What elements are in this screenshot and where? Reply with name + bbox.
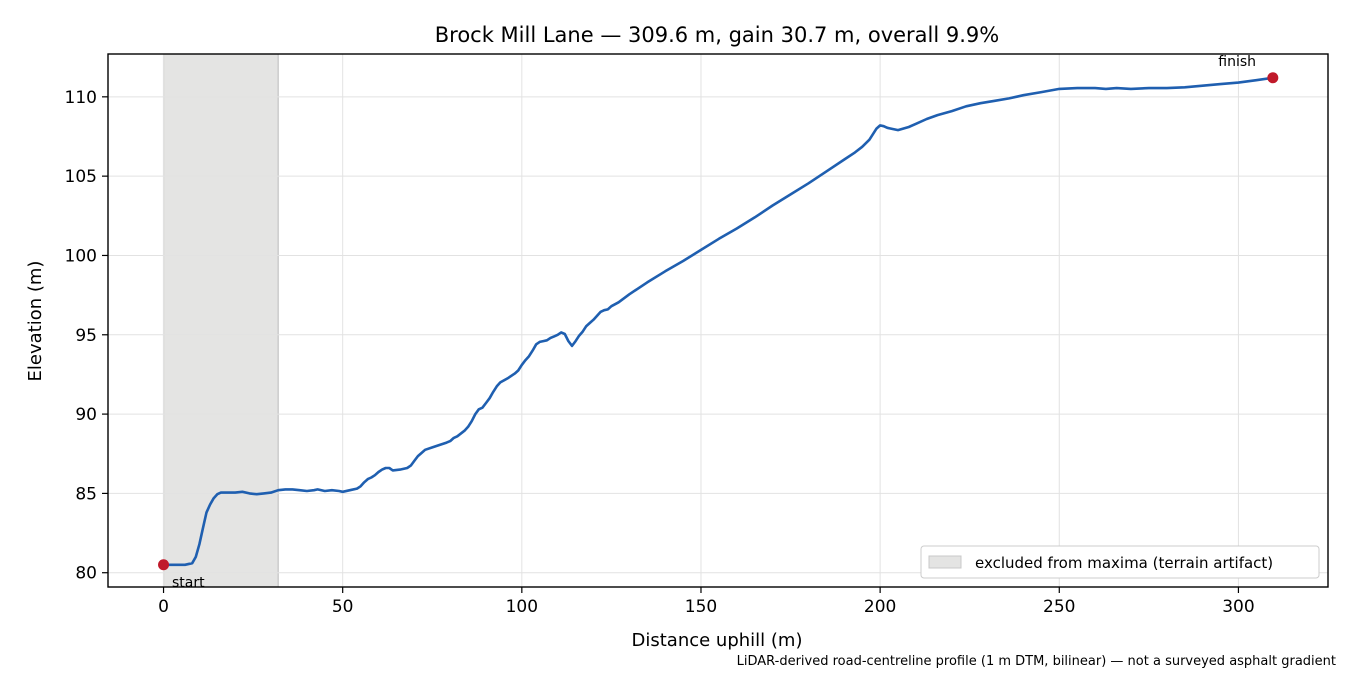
x-tick-label: 0 — [158, 597, 169, 617]
start-marker — [158, 559, 170, 571]
x-tick-label: 150 — [685, 597, 717, 617]
start-label: start — [172, 575, 205, 591]
x-tick-label: 50 — [332, 597, 354, 617]
y-tick-label: 80 — [75, 564, 97, 584]
x-tick-label: 250 — [1043, 597, 1075, 617]
y-tick-label: 110 — [65, 88, 97, 108]
legend-label: excluded from maxima (terrain artifact) — [975, 554, 1273, 572]
elevation-line — [162, 76, 1275, 567]
x-tick-label: 200 — [864, 597, 896, 617]
y-tick-label: 95 — [75, 326, 97, 346]
y-tick-label: 85 — [75, 484, 97, 504]
y-tick-label: 105 — [65, 167, 97, 187]
chart-title: Brock Mill Lane — 309.6 m, gain 30.7 m, … — [435, 23, 1000, 47]
x-axis-label: Distance uphill (m) — [632, 630, 803, 651]
footnote: LiDAR-derived road-centreline profile (1… — [737, 654, 1336, 669]
finish-marker — [1267, 72, 1279, 84]
finish-label: finish — [1218, 54, 1256, 70]
y-tick-label: 90 — [75, 405, 97, 425]
legend-box — [920, 545, 1320, 579]
legend: excluded from maxima (terrain artifact) — [920, 545, 1320, 579]
legend-swatch — [928, 555, 962, 569]
x-tick-label: 100 — [506, 597, 538, 617]
plot-frame — [107, 53, 1329, 588]
excluded-region — [163, 54, 279, 587]
x-tick-label: 300 — [1222, 597, 1254, 617]
y-tick-label: 100 — [65, 246, 97, 266]
y-axis-label: Elevation (m) — [25, 261, 46, 382]
